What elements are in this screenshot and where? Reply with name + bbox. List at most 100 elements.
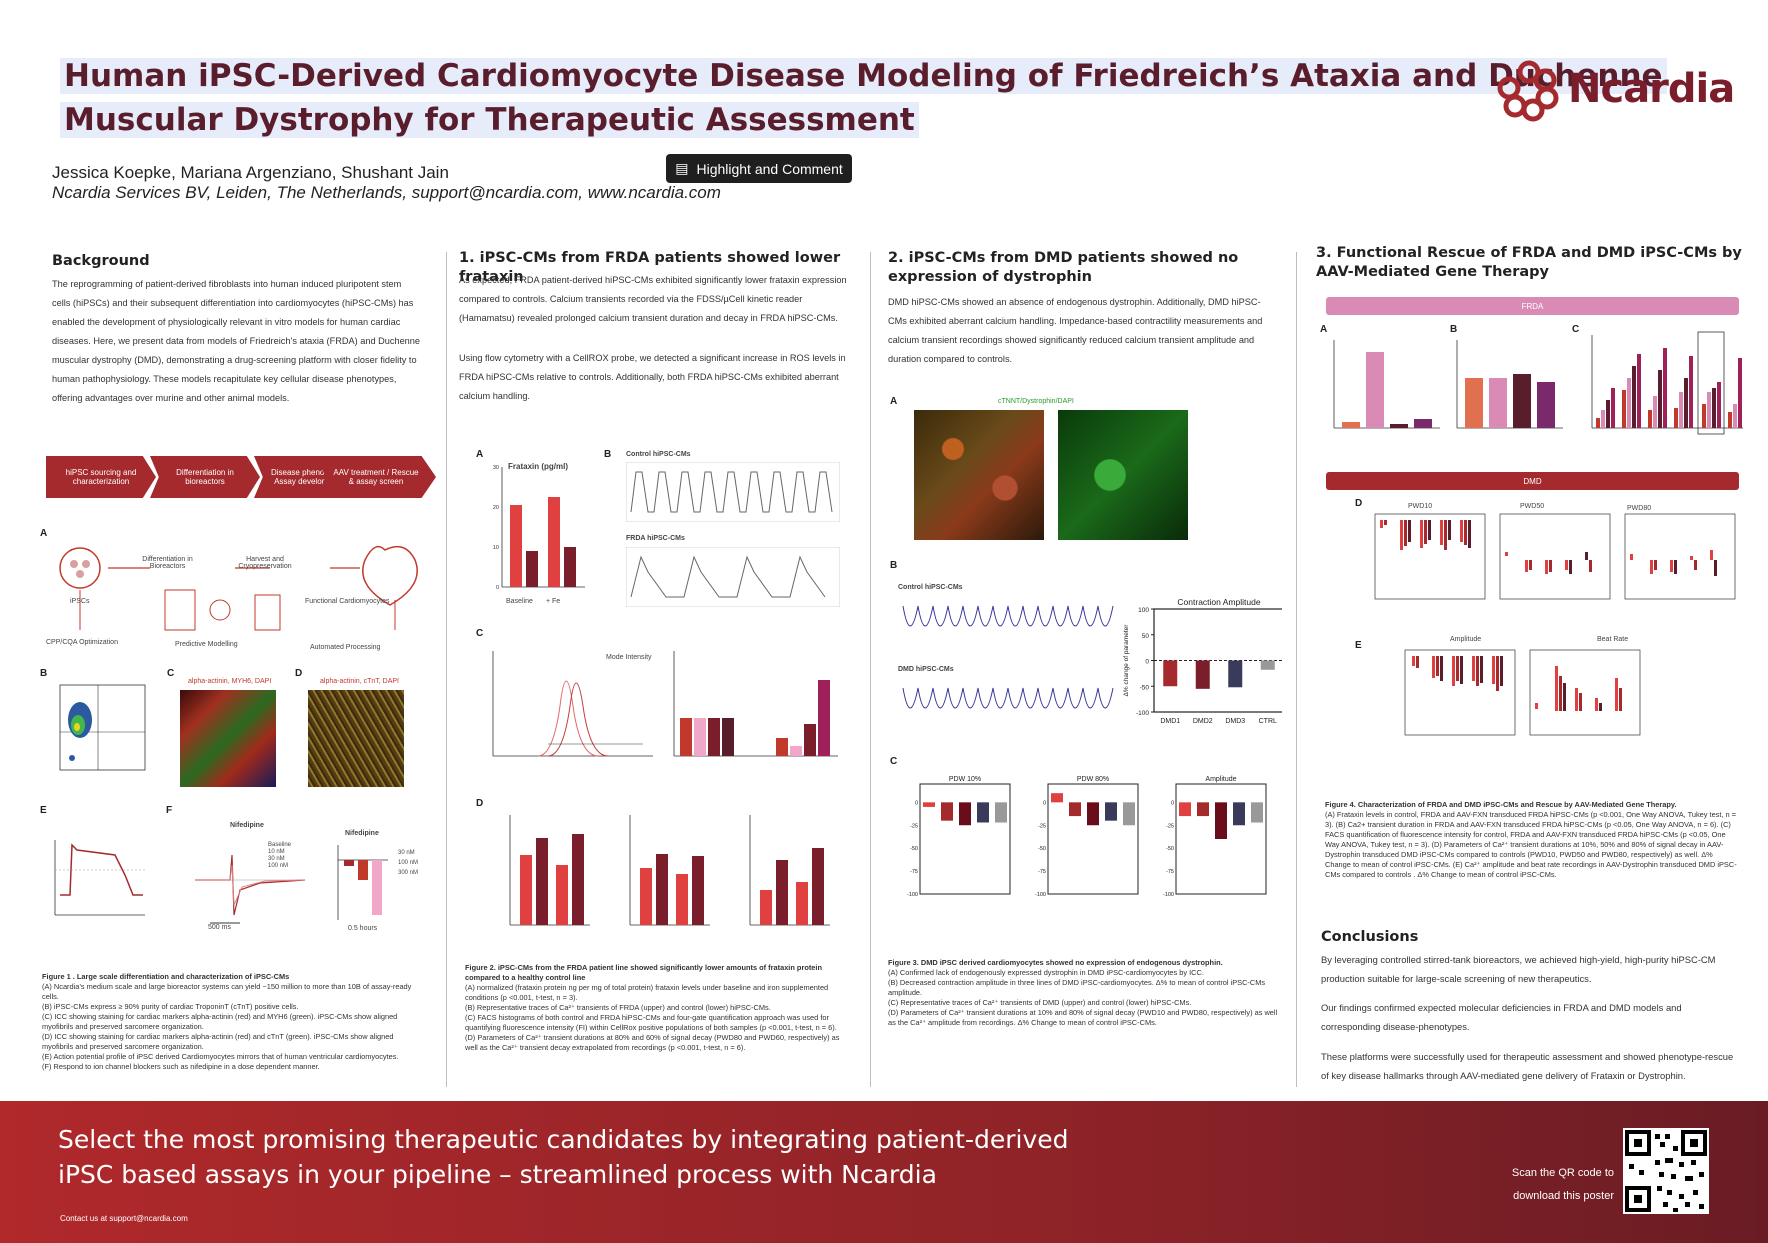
ca-bar [1260, 660, 1275, 670]
s1-panel-d: D [476, 798, 484, 809]
mode-intensity-label: Mode Intensity [606, 654, 652, 661]
pdw-bar [923, 802, 935, 807]
workflow-diagram [59, 545, 418, 631]
icc-image-c [180, 690, 276, 787]
ctrl-trace-label: Control hiPSC-CMs [626, 451, 691, 458]
ca-bar [1228, 660, 1243, 688]
pdw-bar [959, 802, 971, 826]
ca-bar [1163, 660, 1178, 687]
ca-x-label: CTRL [1259, 718, 1277, 725]
frx-bar [526, 551, 538, 587]
amplitude-title: Amplitude [1450, 636, 1482, 643]
contraction-amplitude-chart: Contraction Amplitude 100 50 0 -50 -100 Δ% ch… [1123, 597, 1282, 725]
s3-panel-d: D [1355, 498, 1363, 509]
highlight-comment-tooltip[interactable]: ▤ Highlight and Comment [666, 154, 852, 183]
panel-label-b: B [40, 668, 48, 679]
dmd-control-trace [902, 605, 1114, 627]
figure2-caption: Figure 2. iPSC-CMs from the FRDA patient… [465, 963, 840, 1052]
section2-para: DMD hiPSC-CMs showed an absence of endog… [888, 297, 1263, 364]
pdw-bar [941, 802, 953, 821]
frx-bar [510, 505, 522, 587]
step-2: Differentiation in bioreactors [150, 456, 260, 498]
dmd-hipsc-label: DMD hiPSC-CMs [898, 666, 954, 673]
frx-bar [564, 547, 576, 587]
wf-automated: Automated Processing [310, 644, 381, 651]
dmd-band: DMD [1326, 472, 1739, 490]
comment-icon: ▤ [675, 160, 689, 176]
ca-tick-label: -50 [1140, 684, 1150, 691]
nifedipine-label-2: Nifedipine [345, 830, 379, 837]
pdw-tick-label: -25 [910, 823, 918, 829]
pdw-bar [1087, 802, 1099, 826]
calcium-duration-charts [509, 815, 830, 926]
pdw-tick-label: -25 [1038, 823, 1046, 829]
ca-tick-label: 50 [1142, 633, 1150, 640]
ca-x-label: DMD1 [1160, 718, 1180, 725]
step-4: AAV treatment / Rescue & assay screen [316, 456, 436, 498]
pdw-bar [1197, 802, 1209, 817]
pdw-tick-label: -100 [907, 892, 918, 898]
pdw-bar [1179, 802, 1191, 817]
footer-band [0, 1101, 1768, 1243]
pdw-title: Amplitude [1205, 776, 1236, 783]
authors: Jessica Koepke, Mariana Argenziano, Shus… [52, 163, 449, 182]
frx-tick-label: 0 [496, 585, 499, 591]
panel-label-e: E [40, 805, 47, 816]
pdw-tick-label: -100 [1035, 892, 1046, 898]
nifedipine-label: Nifedipine [230, 822, 264, 829]
column-divider [1296, 252, 1297, 1087]
s3-panel-b: B [1450, 324, 1458, 335]
pdw-bar [1215, 802, 1227, 839]
pdw-tick-label: -50 [1166, 846, 1174, 852]
ncardia-logo-icon [1497, 60, 1559, 122]
ca-title: Contraction Amplitude [1177, 597, 1260, 607]
section1-para1: As expected, FRDA patient-derived hiPSC-… [459, 275, 847, 323]
pdw-bar [977, 802, 989, 823]
wf-harvest: Harvest and Cryopreservation [238, 556, 292, 570]
background-text: The reprogramming of patient-derived fib… [52, 279, 421, 403]
legend-f: Baseline 10 nM 30 nM 100 nM [268, 842, 292, 869]
wf-ipscs: iPSCs [70, 598, 90, 605]
hours-label: 0.5 hours [348, 925, 378, 932]
footer-contact[interactable]: Contact us at support@ncardia.com [60, 1214, 188, 1223]
frataxin-title: Frataxin (pg/ml) [508, 462, 569, 471]
section1-heading: 1. iPSC-CMs from FRDA patients showed lo… [459, 250, 841, 285]
legend-nif-conc: 30 nM 100 nM 300 nM [398, 850, 419, 876]
nifedipine-traces [195, 854, 306, 924]
wf-functional: Functional Cardiomyocytes [305, 598, 390, 605]
control-calcium-trace [626, 462, 840, 522]
footer-line1: Select the most promising therapeutic ca… [58, 1125, 1069, 1154]
frda-calcium-trace [626, 547, 840, 607]
pdw-tick-label: -75 [1038, 869, 1046, 875]
pdw-bar [1051, 793, 1063, 803]
affiliation: Ncardia Services BV, Leiden, The Netherl… [52, 183, 721, 202]
pdw-tick-label: -25 [1166, 823, 1174, 829]
pdw-bar [1069, 802, 1081, 817]
poster-title-line1: Human iPSC-Derived Cardiomyocyte Disease… [60, 58, 1667, 94]
pdw-frame [1175, 783, 1267, 895]
frataxin-chart: 0 10 20 30 [493, 465, 585, 591]
dmd-icc-control [914, 410, 1044, 540]
s1-panel-a: A [476, 449, 484, 460]
pdw-bar [1251, 802, 1263, 823]
panel-label-f: F [166, 805, 173, 816]
wf-predictive: Predictive Modelling [175, 641, 238, 648]
pdw-amplitude-charts: PDW 10% 0 -25 -50 -75 -100 PDW 80% 0 -25 -50 -75 -1… [907, 776, 1267, 898]
frda-band: FRDA [1326, 297, 1739, 315]
s3-panel-e: E [1355, 640, 1362, 651]
pwd80-title: PWD80 [1627, 505, 1652, 512]
nifedipine-bars [337, 845, 388, 920]
frx-tick-label: 30 [493, 465, 499, 471]
column-divider [446, 252, 447, 1087]
pwd50-title: PWD50 [1520, 503, 1545, 510]
conclusions-heading: Conclusions [1321, 929, 1419, 945]
stain-c: alpha-actinin, MYH6, DAPI [188, 678, 272, 685]
conclusion-p3: These platforms were successfully used f… [1321, 1051, 1734, 1081]
pdw-bar [1105, 802, 1117, 821]
ctrl-hipsc-label: Control hiPSC-CMs [898, 584, 963, 591]
panel-label-c: C [167, 668, 175, 679]
scan-text-2: download this poster [1513, 1190, 1614, 1202]
footer-line2: iPSC based assays in your pipeline – str… [58, 1160, 937, 1189]
qr-code-icon[interactable] [1623, 1128, 1709, 1214]
beat-rate-title: Beat Rate [1597, 636, 1629, 643]
